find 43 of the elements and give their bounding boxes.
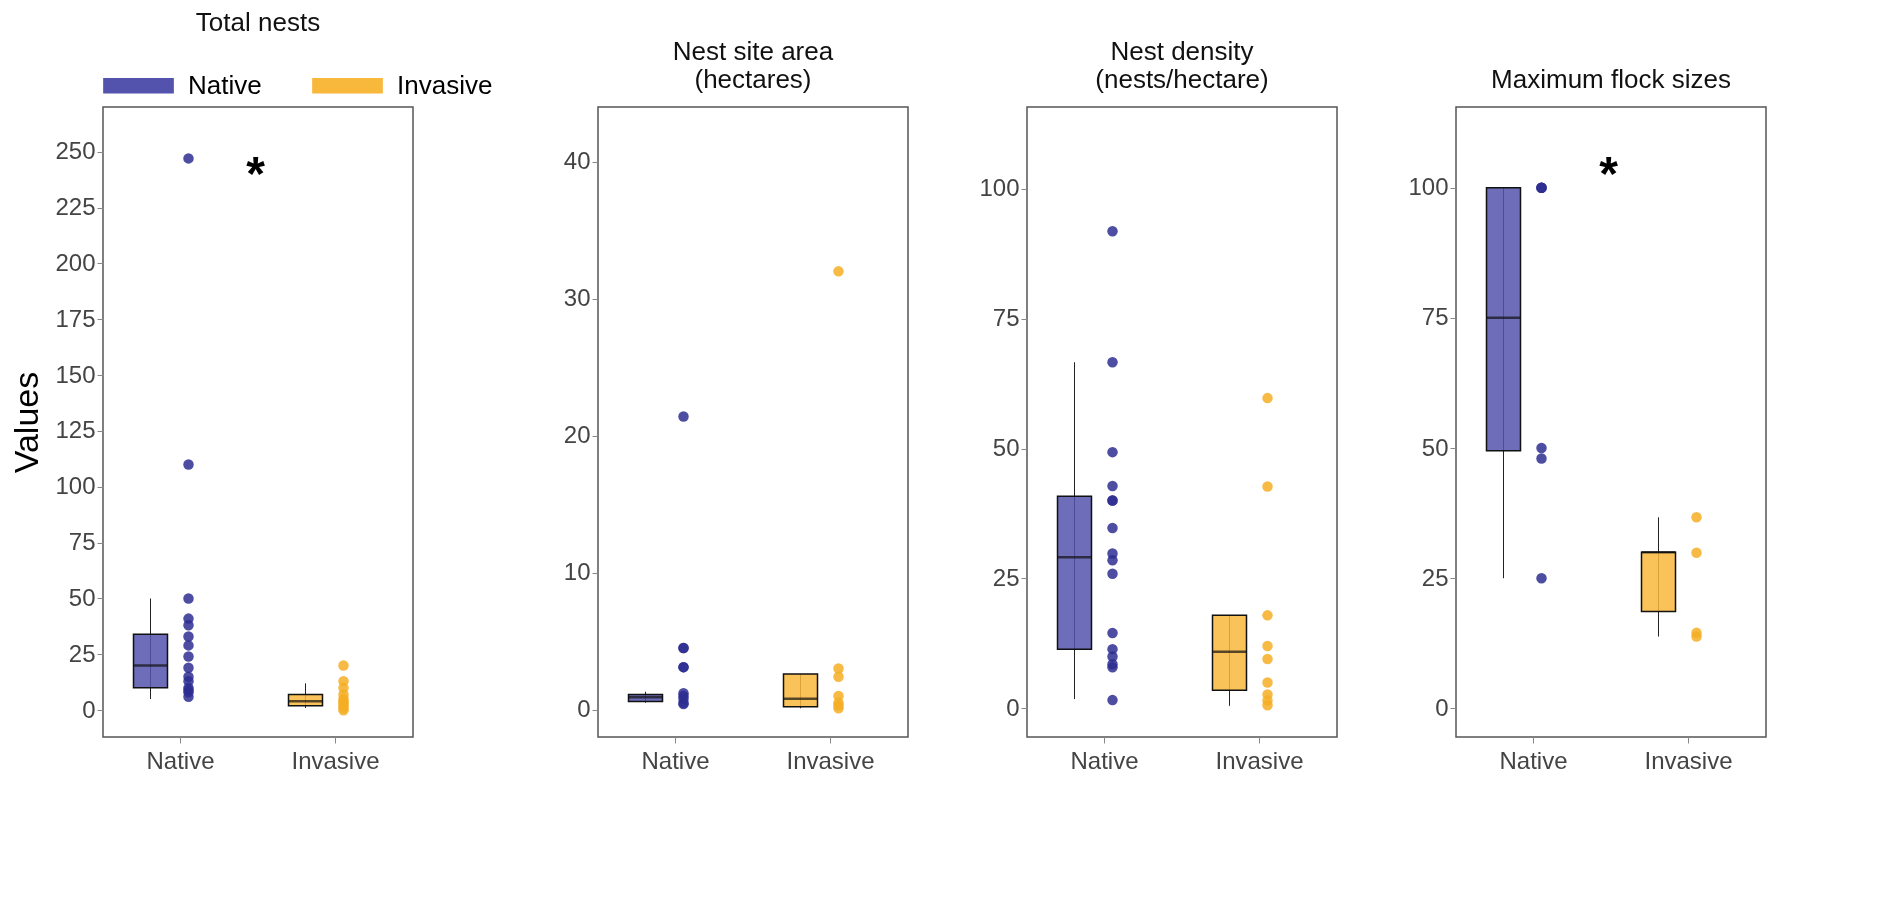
legend-label: Native — [188, 69, 262, 100]
y-tick-label: 50 — [992, 434, 1020, 462]
y-tick-label: 125 — [55, 416, 96, 444]
y-tick-label: 75 — [992, 304, 1020, 332]
y-tick-label: 40 — [563, 147, 591, 175]
y-tick-label: 0 — [577, 695, 591, 723]
y-tick-label: 0 — [1435, 693, 1449, 721]
y-tick-label: 30 — [563, 284, 591, 312]
y-tick-label: 0 — [1006, 693, 1020, 721]
y-tick-label: 50 — [68, 583, 96, 611]
x-tick-label: Native — [1070, 746, 1139, 774]
annotation: * — [1599, 147, 1619, 200]
x-tick-label: Invasive — [1644, 746, 1733, 774]
annotation: * — [246, 147, 266, 200]
chart-title: Nest site area (hectares) — [672, 36, 834, 94]
y-tick-label: 25 — [68, 639, 96, 667]
chart-title: Maximum flock sizes — [1491, 64, 1731, 94]
y-tick-label: 250 — [55, 137, 96, 165]
y-tick-label: 20 — [563, 421, 591, 449]
y-tick-label: 50 — [1421, 433, 1449, 461]
y-tick-label: 100 — [979, 174, 1020, 202]
chart-title: Total nests — [195, 7, 321, 37]
x-tick-label: Invasive — [1215, 746, 1304, 774]
legend-label: Invasive — [397, 69, 493, 100]
x-tick-label: Native — [641, 746, 710, 774]
y-tick-label: 25 — [992, 563, 1020, 591]
y-tick-label: 100 — [55, 472, 96, 500]
x-tick-label: Native — [1499, 746, 1568, 774]
y-axis-title: Values — [7, 371, 46, 474]
y-tick-label: 75 — [68, 528, 96, 556]
y-tick-label: 150 — [55, 360, 96, 388]
y-tick-label: 75 — [1421, 303, 1449, 331]
y-tick-label: 100 — [1408, 173, 1449, 201]
y-tick-label: 200 — [55, 248, 96, 276]
x-tick-label: Invasive — [786, 746, 875, 774]
y-tick-label: 225 — [55, 193, 96, 221]
chart-title: Nest density (nests/hectare) — [1095, 36, 1269, 94]
y-tick-label: 25 — [1421, 563, 1449, 591]
x-tick-label: Native — [146, 746, 215, 774]
y-tick-label: 0 — [82, 695, 96, 723]
x-tick-label: Invasive — [291, 746, 380, 774]
y-tick-label: 175 — [55, 304, 96, 332]
y-tick-label: 10 — [563, 558, 591, 586]
